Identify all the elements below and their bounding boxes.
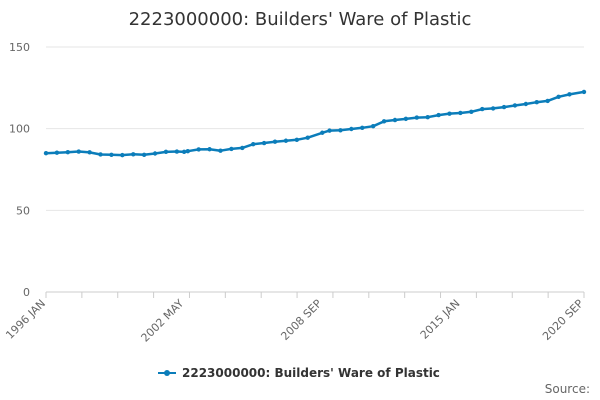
data-point[interactable]	[501, 104, 507, 110]
data-point[interactable]	[261, 140, 267, 146]
legend-swatch-marker	[164, 370, 170, 376]
data-point[interactable]	[272, 139, 278, 144]
data-point[interactable]	[403, 116, 409, 122]
data-point[interactable]	[490, 106, 496, 111]
data-point[interactable]	[458, 110, 463, 116]
data-point[interactable]	[338, 128, 343, 133]
data-point[interactable]	[87, 150, 92, 155]
series-layer	[43, 89, 587, 158]
data-point[interactable]	[320, 130, 325, 135]
y-axis-ticks: 0 50 100 150	[9, 41, 30, 299]
data-point[interactable]	[196, 147, 201, 152]
data-point[interactable]	[240, 145, 245, 151]
source-label: Source:	[545, 382, 590, 396]
data-point[interactable]	[414, 115, 419, 120]
y-tick-label: 50	[16, 204, 30, 217]
chart-title: 2223000000: Builders' Ware of Plastic	[129, 9, 472, 30]
data-point[interactable]	[534, 100, 539, 105]
y-tick-label: 150	[9, 41, 30, 54]
data-point[interactable]	[152, 151, 158, 156]
data-point[interactable]	[381, 119, 387, 124]
x-axis: 1996 JAN 2002 MAY 2008 SEP 2015 JAN 2020 SEP	[3, 291, 586, 345]
series-line[interactable]	[45, 90, 585, 157]
data-point[interactable]	[109, 152, 114, 157]
x-tick-label: 2020 SEP	[540, 297, 586, 343]
data-point[interactable]	[480, 106, 485, 112]
data-point[interactable]	[141, 152, 147, 157]
data-point[interactable]	[360, 125, 365, 131]
data-point[interactable]	[229, 146, 234, 152]
legend-label: 2223000000: Builders' Ware of Plastic	[182, 366, 440, 380]
data-point[interactable]	[447, 111, 452, 116]
data-point[interactable]	[163, 149, 169, 155]
data-point[interactable]	[545, 98, 550, 104]
data-point[interactable]	[305, 135, 310, 140]
data-point[interactable]	[512, 103, 518, 108]
data-point[interactable]	[120, 152, 125, 158]
grid-lines	[46, 46, 584, 293]
data-point[interactable]	[327, 128, 332, 133]
y-tick-label: 100	[9, 123, 30, 136]
data-point[interactable]	[174, 149, 180, 154]
data-point[interactable]	[98, 152, 103, 157]
x-tick-label: 2008 SEP	[278, 297, 324, 343]
data-point[interactable]	[283, 138, 289, 143]
data-point[interactable]	[207, 147, 212, 152]
data-point[interactable]	[294, 137, 300, 142]
data-point[interactable]	[523, 101, 529, 107]
data-point[interactable]	[370, 124, 376, 129]
x-tick-label: 1996 JAN	[3, 297, 48, 342]
data-point[interactable]	[469, 109, 474, 115]
data-point[interactable]	[181, 149, 187, 155]
data-point[interactable]	[436, 112, 441, 118]
data-point[interactable]	[43, 150, 49, 156]
legend[interactable]: 2223000000: Builders' Ware of Plastic	[158, 366, 440, 380]
data-point[interactable]	[581, 89, 587, 95]
x-tick-label: 2002 MAY	[139, 297, 187, 345]
data-point[interactable]	[251, 141, 256, 147]
x-tick-label: 2015 JAN	[418, 297, 463, 342]
data-point[interactable]	[76, 149, 81, 154]
y-tick-label: 0	[23, 286, 30, 299]
data-point[interactable]	[425, 115, 430, 120]
data-point[interactable]	[54, 150, 60, 155]
data-point[interactable]	[65, 149, 71, 155]
data-point[interactable]	[349, 126, 354, 132]
data-point[interactable]	[131, 152, 136, 157]
data-point[interactable]	[218, 148, 223, 153]
data-point[interactable]	[185, 149, 190, 154]
data-point[interactable]	[567, 92, 572, 97]
data-point[interactable]	[556, 94, 561, 100]
data-point[interactable]	[392, 117, 398, 123]
